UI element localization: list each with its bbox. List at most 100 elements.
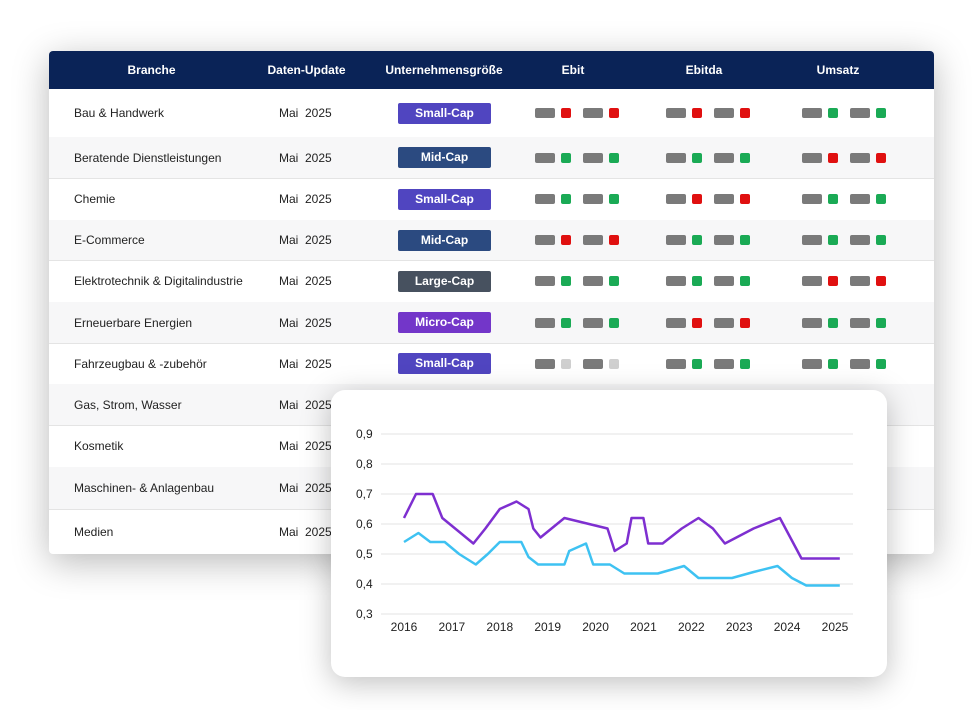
neutral-bar (535, 194, 555, 204)
status-red-square (740, 108, 750, 118)
status-green-square (740, 358, 750, 369)
neutral-bar (535, 276, 555, 286)
status-green-square (828, 358, 838, 369)
neutral-bar (666, 358, 686, 369)
status-green-square (692, 152, 702, 163)
status-green-square (561, 152, 571, 163)
neutral-bar (583, 235, 603, 245)
neutral-bar (714, 108, 734, 118)
industry-name: Maschinen- & Anlagenbau (74, 481, 215, 495)
status-red-square (561, 235, 571, 245)
header-unternehmensgroesse[interactable]: Unternehmensgröße (385, 63, 503, 77)
ebitda-indicator (666, 358, 751, 369)
status-green-square (876, 317, 886, 328)
status-green-square (740, 152, 750, 163)
table-row[interactable]: Medien Mai 2025 (49, 509, 934, 554)
x-tick-label: 2023 (726, 620, 753, 634)
y-tick-label: 0,6 (356, 517, 373, 531)
neutral-bar (802, 276, 822, 286)
x-tick-label: 2016 (391, 620, 418, 634)
status-red-square (692, 108, 702, 118)
header-ebitda[interactable]: Ebitda (685, 63, 723, 77)
x-tick-label: 2018 (486, 620, 513, 634)
status-green-square (828, 235, 838, 245)
header-daten-update[interactable]: Daten-Update (267, 63, 346, 77)
neutral-bar (666, 317, 686, 328)
neutral-bar (802, 194, 822, 204)
table-row[interactable]: Elektrotechnik & Digitalindustrie Mai 202… (49, 260, 934, 303)
neutral-bar (850, 317, 870, 328)
status-red-square (740, 317, 750, 328)
ebit-indicator (535, 108, 620, 118)
umsatz-indicator (802, 152, 887, 163)
industry-name: Fahrzeugbau & -zubehör (74, 356, 207, 371)
industry-name: Chemie (74, 192, 116, 206)
company-size-badge: Mid-Cap (398, 147, 491, 168)
status-green-square (876, 235, 886, 245)
header-umsatz[interactable]: Umsatz (816, 63, 860, 77)
header-ebit[interactable]: Ebit (561, 63, 585, 77)
status-green-square (609, 194, 619, 204)
neutral-bar (666, 108, 686, 118)
company-size-badge: Small-Cap (398, 188, 491, 210)
status-green-square (692, 276, 702, 286)
neutral-bar (666, 152, 686, 163)
status-green-square (876, 358, 886, 369)
trend-chart-card: 0,3 0,4 0,5 0,6 0,7 0,8 0,9 2016 2017 2018 2019 202… (331, 390, 887, 677)
umsatz-indicator (802, 276, 887, 286)
neutral-bar (714, 235, 734, 245)
table-row[interactable]: Fahrzeugbau & -zubehör Mai 2025 Small-Cap (49, 343, 934, 385)
table-row[interactable]: E-Commerce Mai 2025 Mid-Cap (49, 220, 934, 261)
status-green-square (692, 235, 702, 245)
cyan-series-line (403, 531, 840, 587)
table-row[interactable]: Bau & Handwerk Mai 2025 Small-Cap (49, 89, 934, 138)
status-red-square (876, 152, 886, 163)
y-tick-label: 0,3 (356, 607, 373, 621)
y-tick-label: 0,8 (356, 457, 373, 471)
neutral-bar (850, 235, 870, 245)
x-tick-label: 2022 (678, 620, 705, 634)
y-tick-label: 0,4 (356, 577, 373, 591)
status-green-square (828, 317, 838, 328)
status-green-square (740, 235, 750, 245)
neutral-bar (714, 194, 734, 204)
neutral-bar (714, 276, 734, 286)
table-row[interactable]: Beratende Dienstleistungen Mai 2025 Mid-Ca… (49, 137, 934, 179)
neutral-bar (802, 235, 822, 245)
status-red-square (561, 108, 571, 118)
data-update-date: Mai 2025 (279, 397, 332, 412)
status-green-square (876, 108, 886, 118)
neutral-bar (714, 152, 734, 163)
status-light-square (561, 358, 571, 369)
industry-name: Kosmetik (74, 439, 124, 453)
ebitda-indicator (666, 276, 751, 286)
neutral-bar (535, 108, 555, 118)
umsatz-indicator (802, 235, 887, 245)
status-green-square (609, 152, 619, 163)
ebitda-indicator (666, 108, 751, 118)
header-branche[interactable]: Branche (127, 63, 176, 77)
data-update-date: Mai 2025 (279, 356, 332, 371)
data-update-date: Mai 2025 (279, 481, 332, 495)
status-green-square (692, 358, 702, 369)
x-tick-label: 2017 (439, 620, 466, 634)
ebit-indicator (535, 152, 620, 163)
neutral-bar (535, 152, 555, 163)
industry-name: E-Commerce (74, 233, 145, 247)
status-green-square (609, 317, 619, 328)
ebit-indicator (535, 194, 620, 204)
neutral-bar (583, 276, 603, 286)
neutral-bar (714, 317, 734, 328)
neutral-bar (666, 194, 686, 204)
purple-series-line (402, 492, 840, 560)
status-red-square (609, 235, 619, 245)
data-update-date: Mai 2025 (279, 106, 332, 120)
umsatz-indicator (802, 358, 887, 369)
x-tick-label: 2025 (822, 620, 849, 634)
x-tick-label: 2024 (774, 620, 801, 634)
trend-line-chart: 0,3 0,4 0,5 0,6 0,7 0,8 0,9 2016 2017 2018 2019 202… (356, 427, 853, 634)
neutral-bar (850, 152, 870, 163)
table-row[interactable]: Chemie Mai 2025 Small-Cap (49, 178, 934, 221)
table-row[interactable]: Erneuerbare Energien Mai 2025 Micro-Cap (49, 302, 934, 344)
neutral-bar (802, 358, 822, 369)
